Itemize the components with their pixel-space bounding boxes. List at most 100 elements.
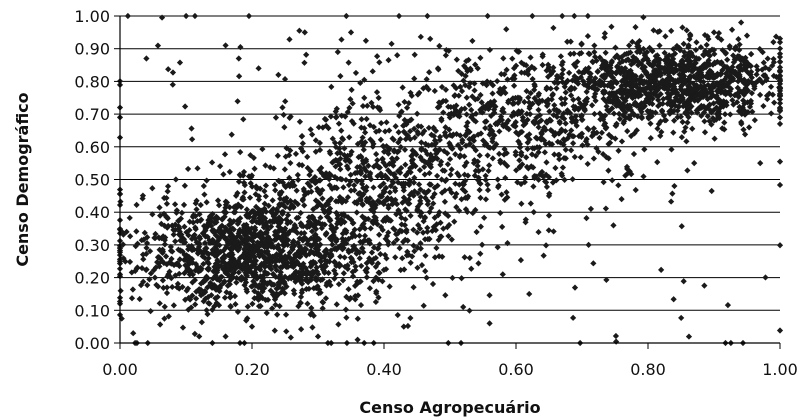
data-point <box>554 79 561 87</box>
data-point <box>584 125 591 132</box>
data-point <box>315 271 322 278</box>
data-point <box>556 120 564 127</box>
data-point <box>601 75 608 82</box>
data-point <box>305 189 312 196</box>
data-point <box>272 187 279 194</box>
data-point <box>601 120 609 127</box>
data-point <box>334 212 342 219</box>
data-point <box>606 90 613 97</box>
data-point <box>718 36 725 43</box>
data-point <box>443 176 450 183</box>
data-point <box>679 118 686 126</box>
data-point <box>183 12 190 20</box>
data-point <box>281 290 288 297</box>
data-point <box>186 226 193 234</box>
data-point <box>347 151 354 158</box>
data-point <box>280 257 288 264</box>
data-point <box>237 276 244 283</box>
data-point <box>717 104 724 112</box>
data-point <box>394 149 401 156</box>
data-point <box>612 78 619 85</box>
data-point <box>527 200 534 207</box>
data-point <box>476 152 483 159</box>
axes <box>114 15 781 349</box>
data-point <box>629 38 636 45</box>
data-point <box>382 266 390 273</box>
data-point <box>232 265 239 273</box>
data-point <box>126 214 133 222</box>
data-point <box>345 235 352 243</box>
y-tick-label: 0.90 <box>74 40 110 59</box>
data-point <box>393 155 400 162</box>
data-point <box>356 232 363 239</box>
data-point <box>562 89 569 96</box>
data-point <box>710 80 717 87</box>
data-point <box>183 287 190 294</box>
data-point <box>272 114 280 121</box>
data-point <box>342 176 350 184</box>
data-point <box>295 176 302 183</box>
data-point <box>713 79 721 87</box>
data-point <box>354 169 361 176</box>
data-point <box>274 152 281 159</box>
data-point <box>535 106 542 114</box>
data-point <box>499 223 506 230</box>
data-point <box>156 235 163 242</box>
data-point <box>442 52 449 59</box>
data-point <box>684 167 691 174</box>
data-point <box>569 140 577 147</box>
data-point <box>666 110 673 117</box>
data-point <box>436 133 444 141</box>
data-point <box>466 140 474 147</box>
data-point <box>390 162 397 169</box>
data-point <box>283 145 290 152</box>
data-point <box>512 62 520 69</box>
data-point <box>633 48 641 56</box>
data-point <box>759 49 766 56</box>
data-point <box>169 69 177 76</box>
data-point <box>297 220 304 227</box>
data-point <box>688 109 695 116</box>
data-point <box>739 55 746 62</box>
data-point <box>477 106 484 113</box>
data-point <box>327 172 335 179</box>
data-point <box>670 296 677 303</box>
data-point <box>290 263 297 271</box>
data-point <box>291 261 299 269</box>
data-point <box>399 199 406 206</box>
data-point <box>176 59 184 66</box>
data-point <box>428 141 436 148</box>
data-point <box>315 290 322 297</box>
data-point <box>156 246 163 253</box>
data-point <box>252 191 259 198</box>
data-point <box>500 123 507 130</box>
data-point <box>538 117 545 124</box>
data-point <box>685 42 692 49</box>
data-point <box>671 107 678 114</box>
data-point <box>679 62 686 69</box>
data-point <box>457 83 464 90</box>
data-point <box>141 229 148 236</box>
data-point <box>559 172 566 179</box>
data-point <box>301 234 308 241</box>
data-point <box>436 103 443 110</box>
data-point <box>335 321 342 328</box>
data-point <box>351 282 359 290</box>
data-point <box>137 282 145 289</box>
data-point <box>312 240 319 247</box>
data-point <box>518 128 525 136</box>
data-point <box>431 137 439 144</box>
data-point <box>723 102 730 109</box>
data-point <box>461 254 468 261</box>
data-point <box>400 128 408 135</box>
data-point <box>764 95 771 103</box>
data-point <box>232 240 239 247</box>
data-point <box>233 279 240 286</box>
data-point <box>543 159 550 166</box>
data-point <box>714 58 721 65</box>
data-point <box>582 66 589 73</box>
data-point <box>417 194 424 201</box>
data-point <box>282 311 290 318</box>
data-point <box>339 136 347 143</box>
data-point <box>624 128 631 135</box>
